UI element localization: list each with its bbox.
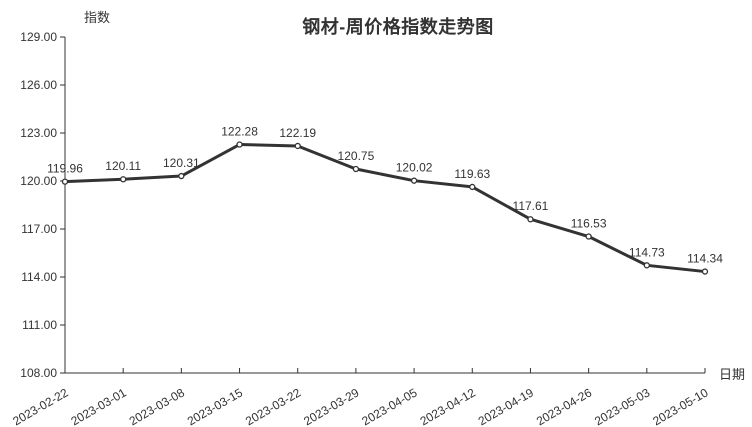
y-axis-tick-label: 108.00 bbox=[20, 366, 57, 380]
y-axis-tick-label: 117.00 bbox=[21, 222, 57, 236]
y-axis-tick-label: 126.00 bbox=[20, 78, 57, 92]
chart-title: 钢材-周价格指数走势图 bbox=[302, 17, 494, 37]
series-line bbox=[63, 143, 707, 274]
data-point-label: 114.73 bbox=[629, 245, 665, 259]
x-axis-tick-label: 2023-03-22 bbox=[243, 385, 303, 427]
x-axis-tick-label: 2023-05-10 bbox=[650, 385, 710, 427]
data-point-marker bbox=[527, 216, 534, 223]
data-point-marker bbox=[585, 233, 592, 240]
x-axis-tick-label: 2023-04-26 bbox=[534, 385, 594, 427]
x-axis-tick-label: 2023-03-15 bbox=[185, 385, 245, 427]
x-axis-tick-label: 2023-04-19 bbox=[476, 385, 536, 427]
x-axis-tick-label: 2023-04-05 bbox=[359, 385, 419, 427]
data-point-marker bbox=[120, 176, 127, 183]
data-point-label: 119.63 bbox=[454, 167, 490, 181]
data-point-label: 120.02 bbox=[396, 161, 433, 175]
y-axis-tick-label: 120.00 bbox=[20, 174, 57, 188]
data-point-label: 120.31 bbox=[163, 156, 200, 170]
y-axis-tick-label: 123.00 bbox=[20, 126, 57, 140]
data-point-label: 116.53 bbox=[571, 217, 607, 231]
data-point-label: 114.34 bbox=[687, 252, 723, 266]
x-axis-tick-label: 2023-03-01 bbox=[69, 385, 129, 427]
x-axis-tick-label: 2023-02-22 bbox=[10, 385, 70, 427]
data-point-label: 119.96 bbox=[47, 162, 83, 176]
data-point-marker bbox=[410, 177, 418, 184]
x-axis-tick-label: 2023-04-12 bbox=[418, 385, 478, 427]
x-axis-tick-label: 2023-03-29 bbox=[301, 385, 361, 427]
x-axis-tick-label: 2023-05-03 bbox=[592, 385, 652, 427]
y-axis-tick-label: 111.00 bbox=[22, 318, 57, 332]
data-point-label: 117.61 bbox=[513, 199, 549, 213]
y-axis-name: 指数 bbox=[84, 10, 111, 25]
data-point-label: 120.11 bbox=[105, 159, 141, 173]
x-axis-tick-label: 2023-03-08 bbox=[127, 385, 187, 427]
x-axis-name: 日期 bbox=[719, 367, 746, 382]
data-point-marker bbox=[236, 141, 243, 148]
data-point-marker bbox=[352, 165, 360, 173]
data-point-label: 122.28 bbox=[221, 125, 258, 139]
data-point-marker bbox=[643, 262, 650, 269]
data-point-marker bbox=[469, 183, 476, 191]
y-axis-tick-label: 114.00 bbox=[21, 270, 57, 284]
data-point-marker bbox=[178, 172, 185, 180]
data-point-label: 122.19 bbox=[279, 126, 316, 140]
data-point-marker bbox=[701, 268, 709, 275]
data-point-marker bbox=[294, 142, 301, 150]
y-axis-tick-label: 129.00 bbox=[20, 30, 57, 44]
data-point-marker bbox=[61, 178, 69, 185]
data-point-label: 120.75 bbox=[338, 149, 375, 163]
